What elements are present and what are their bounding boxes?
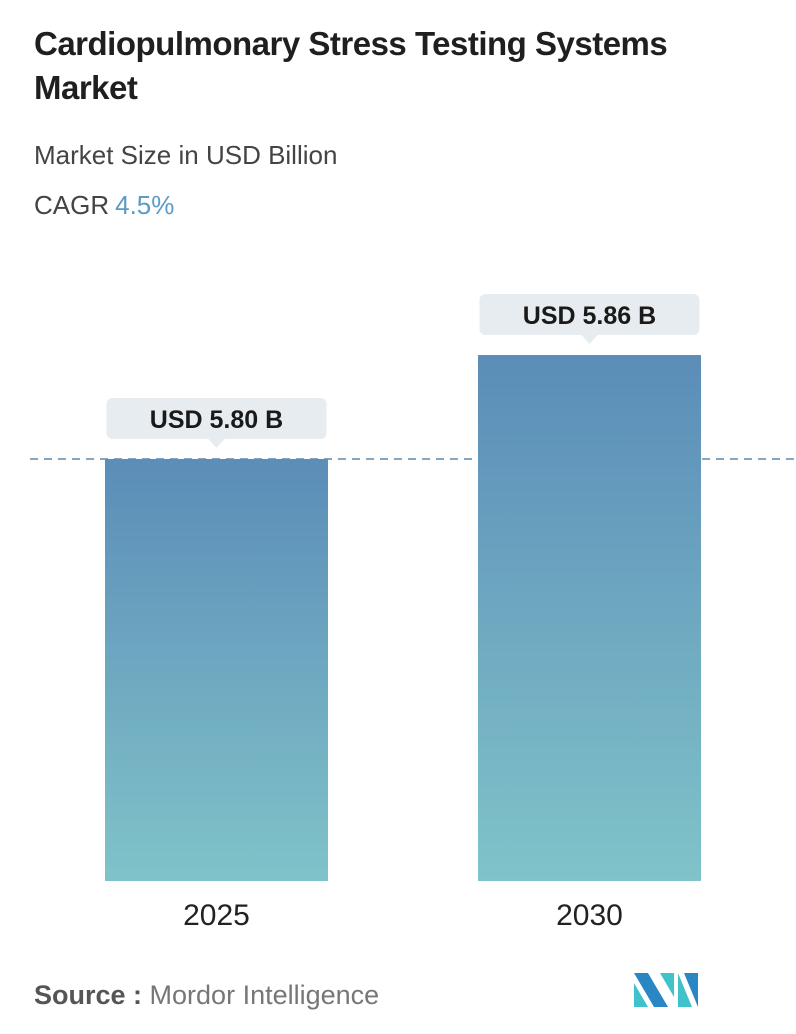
source: Source : Mordor Intelligence bbox=[34, 980, 379, 1011]
svg-text:USD 5.86 B: USD 5.86 B bbox=[523, 302, 656, 330]
cagr-value: 4.5% bbox=[115, 190, 175, 220]
bar-2030 bbox=[478, 355, 701, 881]
cagr-label: CAGR bbox=[34, 190, 110, 220]
cagr: CAGR 4.5% bbox=[34, 190, 174, 221]
x-tick-label: 2030 bbox=[556, 899, 623, 932]
mordor-logo-icon bbox=[634, 973, 698, 1007]
bar-2025 bbox=[105, 459, 328, 881]
x-tick-label: 2025 bbox=[183, 899, 250, 932]
data-label-2030: USD 5.86 B bbox=[479, 294, 700, 345]
data-label-2025: USD 5.80 B bbox=[106, 398, 327, 449]
svg-text:USD 5.80 B: USD 5.80 B bbox=[150, 406, 283, 434]
chart-title: Cardiopulmonary Stress Testing Systems M… bbox=[34, 25, 668, 106]
source-value: Mordor Intelligence bbox=[149, 980, 380, 1010]
source-label: Source : bbox=[34, 980, 143, 1010]
chart-subtitle: Market Size in USD Billion bbox=[34, 140, 338, 170]
